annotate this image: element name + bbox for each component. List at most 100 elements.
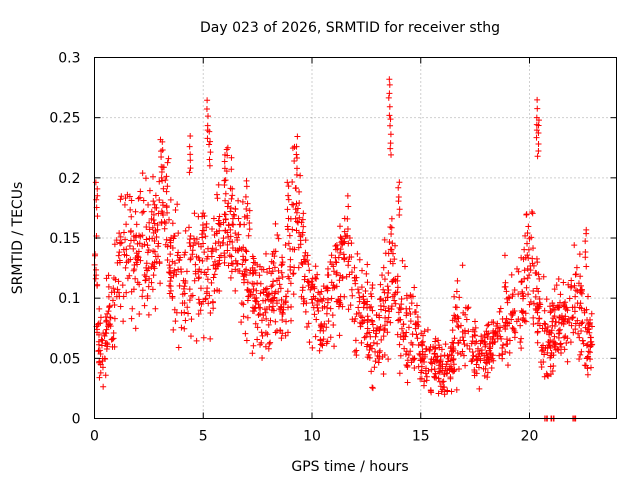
data-point: [528, 209, 535, 216]
data-point: [200, 240, 207, 247]
data-point: [186, 239, 193, 246]
data-point: [92, 275, 99, 282]
data-point: [431, 373, 438, 380]
data-point: [521, 275, 528, 282]
data-point: [369, 285, 376, 292]
data-point: [300, 300, 307, 307]
data-point: [381, 236, 388, 243]
data-point: [181, 309, 188, 316]
data-point: [588, 310, 595, 317]
data-point: [181, 325, 188, 332]
data-point: [387, 116, 394, 123]
data-point: [230, 211, 237, 218]
data-point: [391, 297, 398, 304]
data-point: [123, 246, 130, 253]
data-point: [583, 342, 590, 349]
data-point: [533, 285, 540, 292]
data-point: [584, 317, 591, 324]
data-point: [139, 209, 146, 216]
data-point: [254, 324, 261, 331]
data-point: [209, 298, 216, 305]
data-point: [568, 322, 575, 329]
data-point: [134, 261, 141, 268]
data-point: [168, 274, 175, 281]
data-point: [455, 340, 462, 347]
data-point: [502, 348, 509, 355]
y-tick-label: 0.15: [49, 231, 80, 247]
data-point: [582, 248, 589, 255]
data-point: [357, 319, 364, 326]
data-point: [250, 342, 257, 349]
data-point: [246, 226, 253, 233]
data-point: [584, 354, 591, 361]
data-point: [456, 294, 463, 301]
data-point: [392, 242, 399, 249]
data-point: [364, 261, 371, 268]
data-point: [455, 366, 462, 373]
data-point: [329, 312, 336, 319]
data-point: [214, 195, 221, 202]
data-point: [254, 336, 261, 343]
data-point: [521, 267, 528, 274]
data-point: [571, 242, 578, 249]
data-point: [584, 371, 591, 378]
data-point: [221, 165, 228, 172]
data-point: [377, 281, 384, 288]
data-point: [294, 133, 301, 140]
data-point: [344, 232, 351, 239]
data-point: [108, 289, 115, 296]
data-point: [336, 332, 343, 339]
data-point: [173, 309, 180, 316]
data-point: [520, 315, 527, 322]
data-point: [169, 294, 176, 301]
chart-title: Day 023 of 2026, SRMTID for receiver sth…: [200, 20, 500, 36]
data-point: [338, 239, 345, 246]
data-point: [372, 358, 379, 365]
data-point: [515, 291, 522, 298]
data-point: [239, 270, 246, 277]
data-point: [554, 303, 561, 310]
data-point: [541, 373, 548, 380]
data-point: [314, 302, 321, 309]
data-point: [385, 287, 392, 294]
data-point: [411, 364, 418, 371]
data-point: [312, 333, 319, 340]
data-point: [139, 170, 146, 177]
data-point: [487, 351, 494, 358]
data-point: [117, 196, 124, 203]
data-point: [145, 283, 152, 290]
data-points: [91, 76, 596, 422]
data-point: [542, 321, 549, 328]
data-point: [333, 242, 340, 249]
data-point: [285, 240, 292, 247]
data-point: [302, 308, 309, 315]
data-point: [356, 309, 363, 316]
data-point: [103, 340, 110, 347]
data-point: [535, 117, 542, 124]
data-point: [118, 193, 125, 200]
data-point: [588, 364, 595, 371]
data-point: [122, 236, 129, 243]
data-point: [215, 220, 222, 227]
data-point: [384, 318, 391, 325]
x-tick-label: 10: [303, 429, 321, 445]
data-point: [394, 273, 401, 280]
data-point: [560, 321, 567, 328]
data-point: [553, 282, 560, 289]
data-point: [387, 131, 394, 138]
data-point: [99, 364, 106, 371]
data-point: [244, 200, 251, 207]
data-point: [484, 354, 491, 361]
data-point: [329, 285, 336, 292]
data-point: [137, 257, 144, 264]
data-point: [577, 300, 584, 307]
data-point: [187, 157, 194, 164]
data-point: [535, 288, 542, 295]
data-point: [266, 265, 273, 272]
data-point: [200, 334, 207, 341]
data-point: [134, 240, 141, 247]
data-point: [541, 320, 548, 327]
data-point: [533, 134, 540, 141]
x-tick-label: 5: [199, 429, 208, 445]
data-point: [222, 177, 229, 184]
